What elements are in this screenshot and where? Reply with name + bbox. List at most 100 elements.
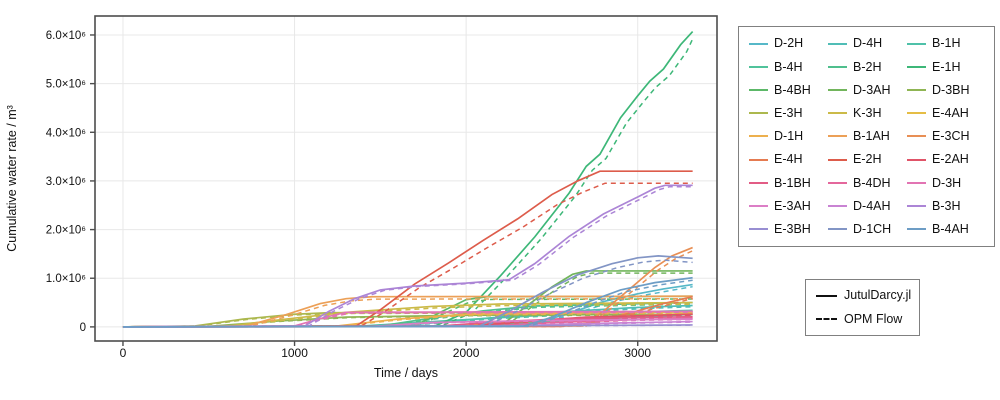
legend-line-swatch — [749, 181, 768, 184]
legend-label: D-3AH — [853, 82, 891, 97]
legend-line-swatch — [828, 89, 847, 92]
legend-item-B-4DH: B-4DH — [828, 172, 907, 193]
legend-item-B-1H: B-1H — [907, 33, 986, 54]
legend-item-E-3H: E-3H — [749, 103, 828, 124]
legend-line-swatch — [907, 181, 926, 184]
legend-label: D-4H — [853, 36, 883, 51]
solid-line-swatch — [816, 294, 837, 297]
legend-label: D-1CH — [853, 221, 892, 236]
legend-item-E-4AH: E-4AH — [907, 103, 986, 124]
series-E-1H-opm-line — [128, 38, 694, 328]
legend-label: D-2H — [774, 36, 804, 51]
legend-line-swatch — [828, 112, 847, 115]
series-E-2H-opm-line — [128, 182, 693, 328]
legend-label: E-3AH — [774, 198, 811, 213]
series-B-1AH-opm-line — [127, 297, 693, 328]
series-lines — [122, 30, 694, 328]
legend-label: E-4H — [774, 152, 803, 167]
legend-line-swatch — [828, 181, 847, 184]
legend-item-E-2H: E-2H — [828, 149, 907, 170]
legend-item-D-4AH: D-4AH — [828, 196, 907, 217]
legend-line-swatch — [828, 135, 847, 138]
x-tick-label: 0 — [120, 346, 127, 360]
y-tick-label: 5.0×10⁶ — [46, 79, 86, 91]
legend-item-B-4AH: B-4AH — [907, 219, 986, 240]
legend-label: D-3H — [932, 175, 962, 190]
legend-item-D-1CH: D-1CH — [828, 219, 907, 240]
legend-line-swatch — [749, 158, 768, 161]
legend-label: D-4AH — [853, 198, 891, 213]
legend-item-K-3H: K-3H — [828, 103, 907, 124]
legend-item-B-2H: B-2H — [828, 56, 907, 77]
series-E-1H-jutul-line — [122, 30, 694, 328]
legend-line-swatch — [907, 65, 926, 68]
legend-item-D-4H: D-4H — [828, 33, 907, 54]
series-D-1CH-opm-line — [128, 259, 693, 328]
series-B-4AH — [122, 276, 693, 328]
legend-line-swatch — [828, 205, 847, 207]
series-B-4AH-jutul-line — [122, 276, 693, 328]
legend-item-E-1H: E-1H — [907, 56, 986, 77]
series-E-2H — [122, 170, 693, 328]
legend-line-swatch — [828, 65, 847, 68]
series-B-4AH-opm-line — [128, 279, 693, 328]
series-B-3H-jutul-line — [122, 184, 693, 328]
legend-item-D-1H: D-1H — [749, 126, 828, 147]
wells-legend: D-2H D-4H B-1H B-4H B-2H E-1H B-4BH D-3AH D-3BH E… — [738, 26, 995, 247]
legend-line-swatch — [749, 135, 768, 138]
legend-label: D-1H — [774, 129, 804, 144]
y-tick-label: 4.0×10⁶ — [46, 127, 86, 139]
x-tick-label: 2000 — [453, 346, 480, 360]
legend-item-B-1BH: B-1BH — [749, 172, 828, 193]
legend-line-swatch — [749, 65, 768, 68]
legend-line-swatch — [907, 158, 926, 161]
legend-item-D-2H: D-2H — [749, 33, 828, 54]
series-D-1CH-jutul-line — [122, 255, 693, 328]
legend-line-swatch — [907, 42, 926, 45]
legend-line-swatch — [907, 89, 926, 92]
legend-item-E-3BH: E-3BH — [749, 219, 828, 240]
legend-label: B-4AH — [932, 221, 969, 236]
series-B-3H — [122, 184, 693, 328]
legend-line-swatch — [749, 205, 768, 207]
legend-item-E-4H: E-4H — [749, 149, 828, 170]
series-E-3CH-opm-line — [126, 250, 693, 328]
y-axis-title: Cumulative water rate / m³ — [5, 105, 19, 252]
y-tick-label: 3.0×10⁶ — [46, 176, 86, 188]
y-tick-label: 0 — [80, 322, 86, 334]
legend-label: B-4H — [774, 59, 803, 74]
legend-line-swatch — [749, 42, 768, 45]
legend-label: K-3H — [853, 106, 882, 120]
plot-frame — [94, 15, 718, 342]
legend-label: E-3H — [774, 106, 803, 120]
axis-ticks: 0 1000 2000 3000 0 1.0×10⁶ 2.0×10⁶ 3.0×10⁶ 4.0×1… — [46, 30, 652, 360]
legend-line-swatch — [749, 89, 768, 92]
legend-line-swatch — [907, 112, 926, 115]
legend-label: B-1AH — [853, 129, 890, 144]
legend-item-B-4H: B-4H — [749, 56, 828, 77]
legend-line-swatch — [828, 228, 847, 231]
y-tick-label: 2.0×10⁶ — [46, 225, 86, 237]
legend-item-E-3AH: E-3AH — [749, 196, 828, 217]
legend-line-swatch — [907, 228, 926, 231]
series-E-2H-jutul-line — [122, 170, 693, 328]
legend-line-swatch — [907, 205, 926, 207]
legend-label: E-2H — [853, 152, 882, 167]
x-axis-title: Time / days — [374, 366, 438, 380]
legend-label: E-3CH — [932, 129, 970, 144]
legend-item-B-3H: B-3H — [907, 196, 986, 217]
legend-line-swatch — [828, 42, 847, 45]
legend-item-D-3BH: D-3BH — [907, 80, 986, 101]
legend-label: E-1H — [932, 59, 961, 74]
line-style-legend: JutulDarcy.jl OPM Flow — [805, 279, 920, 336]
style-legend-label: JutulDarcy.jl — [844, 288, 912, 303]
y-tick-label: 1.0×10⁶ — [46, 273, 86, 285]
series-D-1CH — [122, 255, 693, 328]
legend-label: D-3BH — [932, 82, 970, 97]
x-tick-label: 3000 — [624, 346, 651, 360]
legend-line-swatch — [749, 112, 768, 115]
style-legend-label: OPM Flow — [844, 312, 903, 327]
style-legend-item-solid: JutulDarcy.jl — [816, 286, 911, 306]
